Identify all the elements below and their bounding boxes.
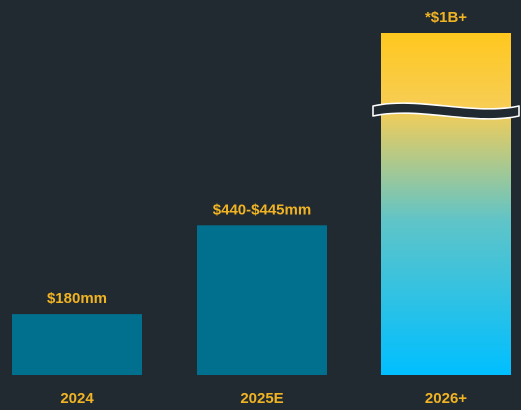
bar-2026+: [381, 33, 511, 375]
data-label-2026+: *$1B+: [425, 9, 467, 26]
bar-2025E: [197, 225, 327, 375]
category-label-2025E: 2025E: [240, 390, 283, 407]
bar-2024: [12, 314, 142, 375]
category-label-2026+: 2026+: [425, 390, 467, 407]
data-label-2024: $180mm: [47, 290, 107, 307]
data-label-2025E: $440-$445mm: [213, 201, 311, 218]
axis-break-mark: [372, 102, 520, 120]
category-label-2024: 2024: [60, 390, 94, 407]
